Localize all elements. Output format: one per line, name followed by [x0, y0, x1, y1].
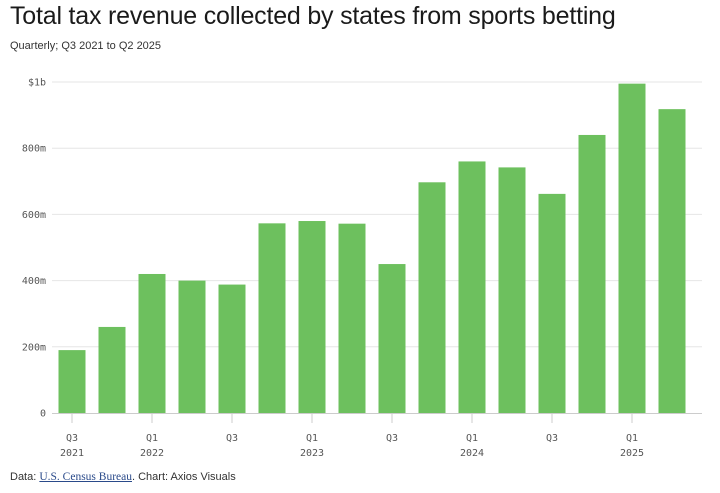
- x-tick-year-label: 2024: [460, 448, 484, 459]
- bar: [578, 134, 606, 413]
- x-tick-year-label: 2023: [300, 448, 324, 459]
- x-tick-year-label: 2022: [140, 448, 164, 459]
- bar: [378, 264, 406, 413]
- x-tick-label: Q3: [546, 433, 558, 444]
- chart-subtitle: Quarterly; Q3 2021 to Q2 2025: [10, 40, 162, 52]
- x-tick-label: Q1: [626, 433, 638, 444]
- footer-credit: . Chart: Axios Visuals: [132, 471, 236, 483]
- bar: [538, 193, 566, 413]
- x-tick-year-label: 2025: [620, 448, 644, 459]
- x-tick-label: Q3: [226, 433, 238, 444]
- source-link[interactable]: U.S. Census Bureau: [39, 471, 132, 483]
- bar: [138, 273, 166, 413]
- x-tick-label: Q1: [146, 433, 158, 444]
- chart-title: Total tax revenue collected by states fr…: [10, 2, 616, 30]
- y-tick-label: 600m: [22, 210, 46, 221]
- bar: [178, 280, 206, 413]
- bar: [418, 182, 446, 413]
- y-tick-label: $1b: [28, 78, 46, 89]
- bar: [458, 161, 486, 413]
- x-tick-label: Q1: [306, 433, 318, 444]
- bar: [58, 350, 86, 413]
- bar: [498, 167, 526, 413]
- y-tick-label: 400m: [22, 276, 46, 287]
- chart-footer: Data: U.S. Census Bureau. Chart: Axios V…: [10, 471, 236, 483]
- bar: [338, 223, 366, 413]
- bar: [298, 221, 326, 413]
- bar-chart: 0 200m 400m 600m 800m $1b Q3 2021 Q1 2022 Q3 Q1 2023…: [22, 78, 702, 459]
- y-tick-label: 0: [40, 409, 46, 420]
- bar: [658, 109, 686, 413]
- x-tick-label: Q3: [66, 433, 78, 444]
- bar: [258, 223, 286, 413]
- footer-data-prefix: Data:: [10, 471, 40, 483]
- y-tick-label: 800m: [22, 144, 46, 155]
- bar: [98, 326, 126, 413]
- x-tick-label: Q3: [386, 433, 398, 444]
- bar: [618, 83, 646, 413]
- x-tick-year-label: 2021: [60, 448, 84, 459]
- y-tick-label: 200m: [22, 342, 46, 353]
- bar: [218, 284, 246, 413]
- x-tick-label: Q1: [466, 433, 478, 444]
